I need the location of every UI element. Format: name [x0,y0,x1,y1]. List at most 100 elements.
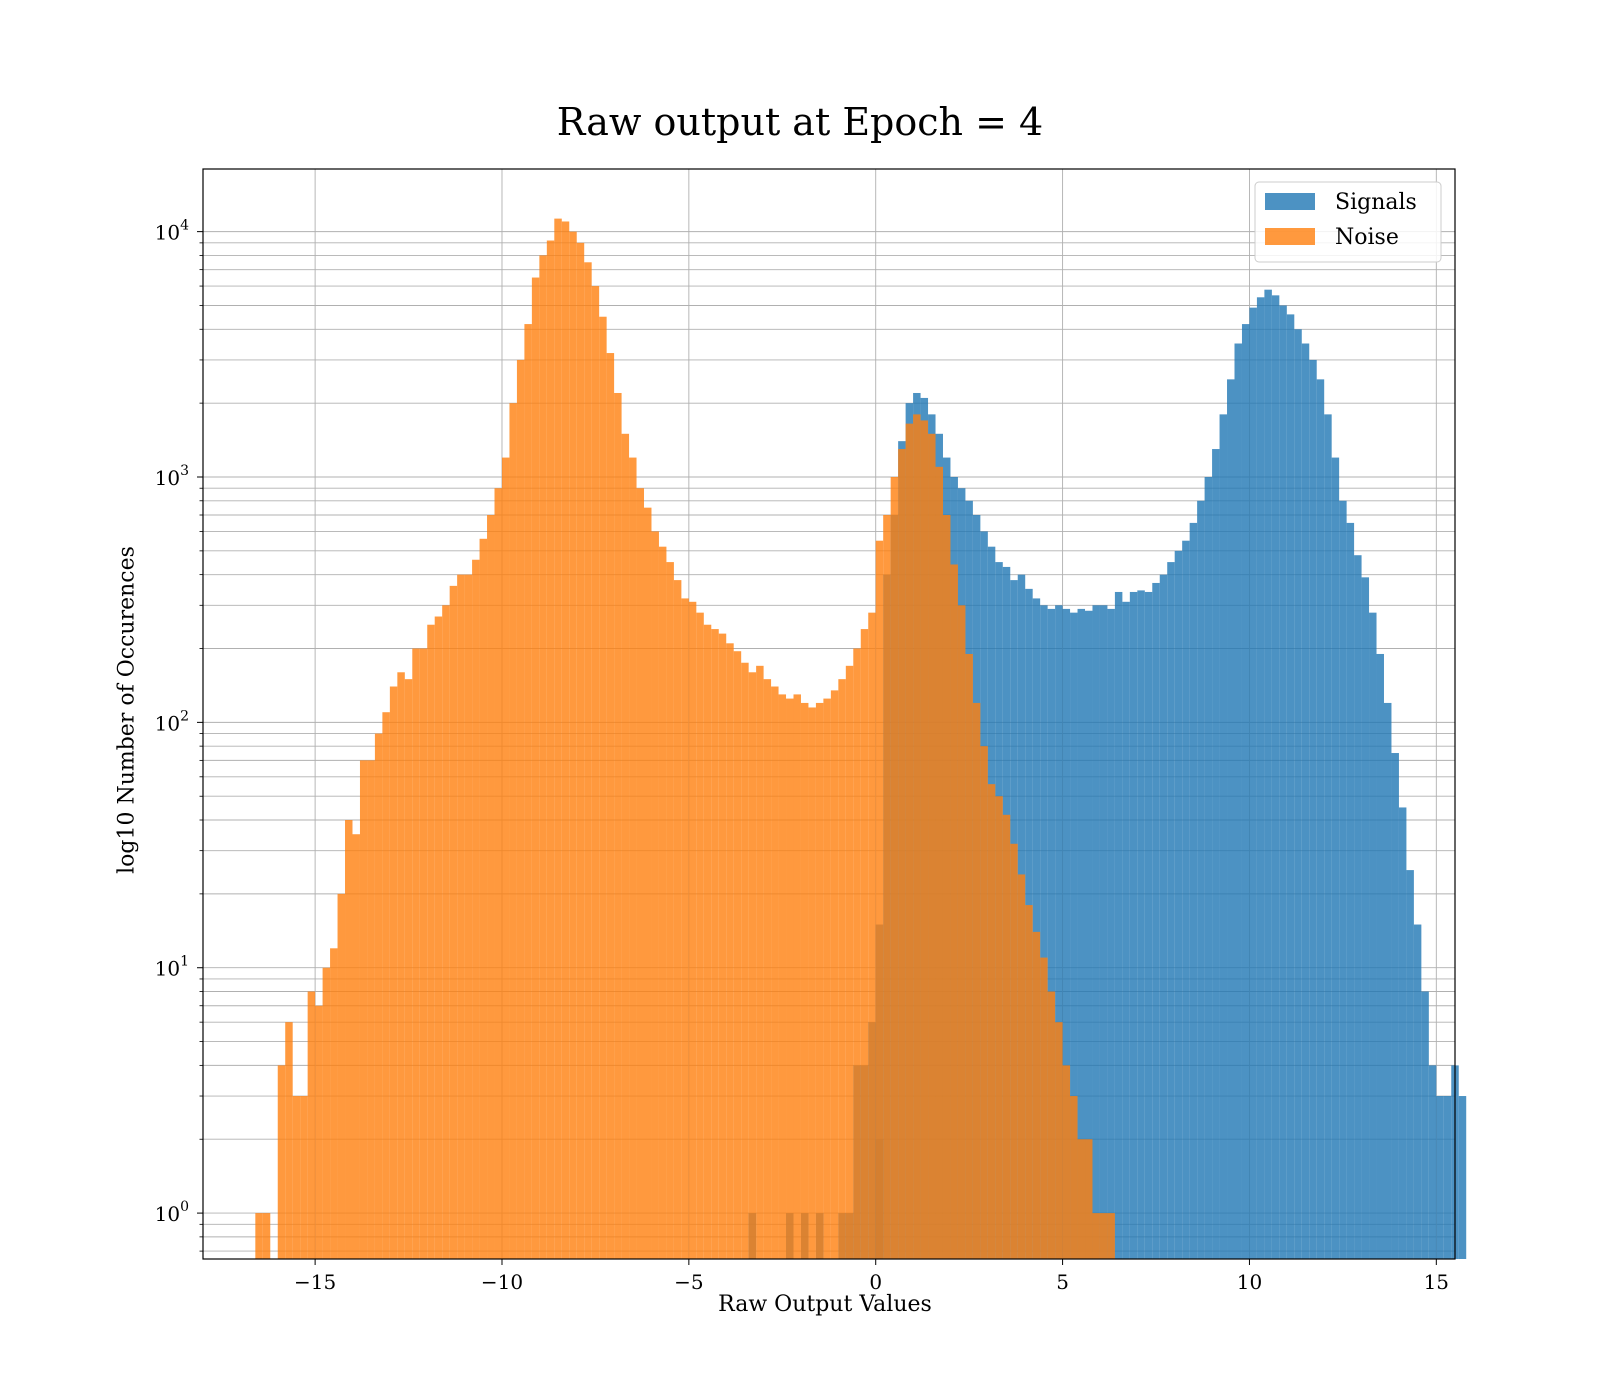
histogram-bar [1189,522,1198,1259]
histogram-bar [367,760,375,1259]
histogram-bar [300,1096,308,1259]
histogram-bar [1047,991,1056,1259]
histogram-bar [965,653,973,1259]
x-tick-label: 5 [1056,1270,1069,1294]
histogram-bar [1077,1139,1086,1259]
histogram-bar [1197,500,1205,1259]
histogram-bar [516,359,525,1260]
histogram-bar [823,698,831,1259]
histogram-bar [815,702,824,1259]
histogram-bar [382,712,390,1259]
histogram-bar [1241,324,1250,1260]
histogram-bar [419,648,428,1259]
histogram-bar [703,624,712,1259]
x-tick-label: 0 [869,1270,882,1294]
histogram-bar [905,423,914,1260]
histogram-bar [875,540,884,1259]
histogram-bar [718,633,727,1259]
histogram-bar [1331,457,1340,1259]
histogram-bar [1286,314,1295,1259]
histogram-bar [1383,702,1392,1259]
histogram-bar [561,221,570,1260]
histogram-bar [569,231,577,1259]
histogram-bar [255,1213,263,1259]
histogram-bar [1085,1139,1093,1259]
histogram-bar [1316,379,1325,1259]
histogram-bar [920,420,929,1260]
histogram-bar [1309,359,1317,1260]
histogram-bar [1324,414,1332,1259]
histogram-bar [711,629,719,1259]
histogram-bar [404,679,413,1259]
histogram-bar [1144,591,1153,1259]
histogram-bar [1182,540,1190,1259]
histogram-bar [315,1005,323,1259]
histogram-bar [1443,1096,1452,1259]
x-tick-label: 15 [1424,1270,1449,1294]
histogram-bar [599,316,607,1260]
histogram-bar [771,686,779,1259]
histogram-bar [681,598,689,1259]
histogram-bar [337,893,346,1259]
histogram-bar [1099,605,1108,1259]
histogram-bar [800,702,809,1259]
histogram-bar [1010,843,1018,1259]
histogram-bar [748,672,757,1259]
histogram-bar [1406,870,1414,1259]
histogram-bar [808,707,816,1259]
histogram-bar [1234,343,1242,1259]
histogram-bar [741,662,749,1259]
histogram-bar [494,488,502,1259]
histogram-bar [1458,1096,1467,1259]
histogram-bar [1055,1022,1063,1259]
histogram-bar [1085,610,1093,1259]
histogram-bar [957,605,966,1259]
histogram-bar [524,324,532,1260]
histogram-bar [1264,289,1272,1259]
histogram-bar [1219,414,1228,1259]
histogram-bar [666,562,674,1259]
legend: Signals Noise [1254,181,1442,263]
histogram-bar [479,538,488,1259]
histogram-bar [1249,307,1257,1260]
histogram-bar [1107,1213,1115,1259]
series-noise [255,218,1115,1260]
histogram-bar [412,648,420,1259]
histogram-bar [756,665,764,1259]
x-tick-label: −5 [674,1270,703,1294]
histogram-bar [614,392,622,1259]
axis-ticks: −15 −10 −5 0 5 10 15 100 101 102 103 104 [155,218,1449,1294]
histogram-bar [554,218,562,1260]
histogram-bar [1122,601,1130,1259]
histogram-bar [1077,608,1086,1259]
histogram-bar [1361,577,1370,1259]
chart-title: Raw output at Epoch = 4 [556,100,1044,144]
histogram-bar [434,616,443,1259]
histogram-bar [1002,814,1011,1259]
histogram-bar [1047,608,1056,1259]
y-tick-label: 102 [155,708,189,735]
histogram-bar [1070,612,1078,1259]
histogram-bar [1114,591,1123,1259]
histogram-bar [726,643,734,1259]
histogram-bar [1204,477,1213,1259]
histogram-bar [1062,608,1071,1259]
histogram-bar [1040,605,1048,1259]
x-tick-label: −15 [294,1270,336,1294]
histogram-bar [868,612,876,1259]
y-tick-label: 100 [155,1199,189,1226]
histogram-bar [651,531,659,1259]
x-axis-label: Raw Output Values [718,1292,932,1317]
histogram-bar [1055,605,1063,1259]
histogram-bar [1167,562,1175,1259]
histogram-bar [1421,991,1429,1259]
histogram-bar [898,449,906,1259]
histogram-bar [1436,1096,1444,1259]
histogram-bar [292,1096,301,1259]
histogram-bar [890,477,899,1259]
histogram-bar [427,624,435,1259]
histogram-bar [980,746,988,1259]
histogram-bar [606,353,615,1259]
histogram-bar [1092,1213,1100,1259]
